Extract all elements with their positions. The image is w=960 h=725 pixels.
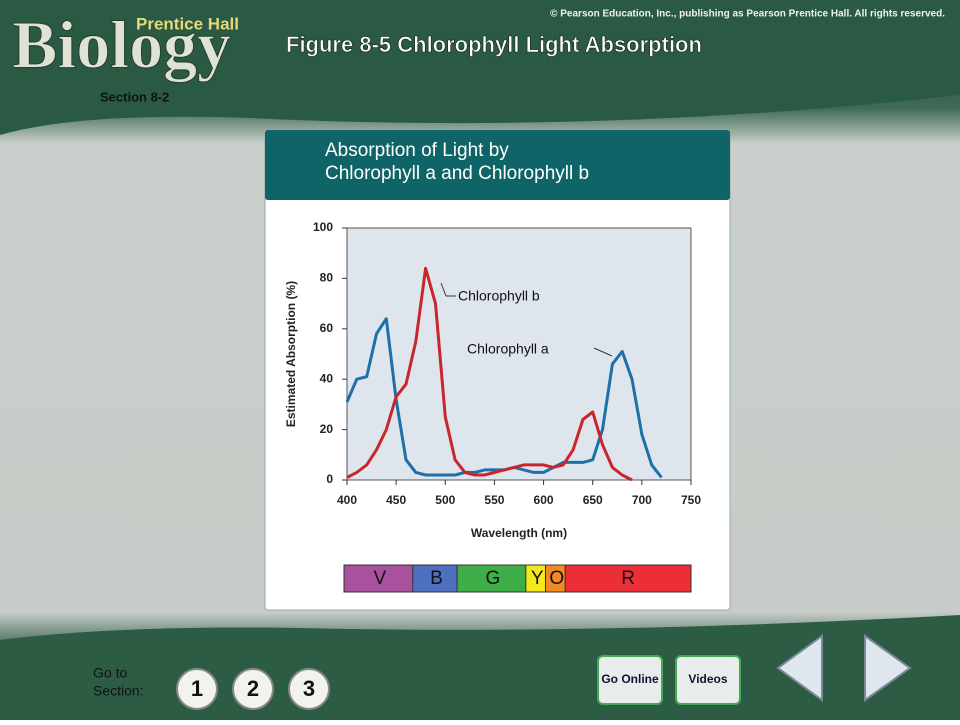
section-button[interactable] <box>288 668 330 710</box>
y-tick-label: 0 <box>326 472 333 486</box>
spectrum-label: G <box>486 568 501 589</box>
section-number[interactable]: 1 <box>191 676 203 701</box>
videos-button[interactable] <box>675 655 741 705</box>
spectrum-label: V <box>374 568 387 589</box>
section-label: Section 8-2 <box>100 89 169 104</box>
series-label: Chlorophyll a <box>467 341 549 357</box>
x-tick-label: 650 <box>583 493 603 507</box>
y-tick-label: 80 <box>320 271 334 285</box>
footer: Go to Section: Go Online Videos 1 2 3 <box>93 634 912 710</box>
plot-area <box>346 227 692 481</box>
x-axis-label: Wavelength (nm) <box>471 526 567 540</box>
y-tick-label: 60 <box>320 321 334 335</box>
y-tick-label: 20 <box>320 422 334 436</box>
spectrum-band <box>564 564 692 593</box>
figure-header <box>265 130 730 200</box>
publisher: Prentice Hall <box>136 14 239 33</box>
top-band <box>0 0 960 135</box>
x-tick-label: 750 <box>681 493 701 507</box>
online-label[interactable]: Go Online <box>601 672 659 686</box>
leader-line <box>593 347 613 357</box>
section-button[interactable] <box>232 668 274 710</box>
spectrum-label: B <box>430 568 443 589</box>
logo: Biology <box>12 7 231 83</box>
x-tick-label: 500 <box>435 493 455 507</box>
section-number[interactable]: 2 <box>247 676 259 701</box>
back-arrow[interactable] <box>776 634 823 702</box>
y-tick-label: 100 <box>313 220 333 234</box>
x-tick-label: 700 <box>632 493 652 507</box>
x-tick-label: 550 <box>484 493 504 507</box>
chart-title: Chlorophyll a and Chlorophyll b <box>325 163 589 184</box>
x-tick-label: 400 <box>337 493 357 507</box>
plot: 0 20 40 60 80 100 400 450 500 550 600 650 700 750 Wave… <box>284 220 701 593</box>
spectrum-label: O <box>549 568 564 589</box>
section-number[interactable]: 3 <box>303 676 315 701</box>
series-line <box>346 266 633 482</box>
spectrum-label: Y <box>531 568 544 589</box>
y-tick-label: 40 <box>320 371 334 385</box>
online-button[interactable] <box>597 655 663 705</box>
x-tick-label: 450 <box>386 493 406 507</box>
slide-title: Figure 8-5 Chlorophyll Light Absorption <box>286 32 702 57</box>
spectrum-band <box>412 564 461 593</box>
spectrum-label: R <box>621 568 635 589</box>
x-tick-label: 600 <box>534 493 554 507</box>
videos-label[interactable]: Videos <box>688 672 727 686</box>
goto-label: Go to <box>93 665 127 681</box>
chart-title: Absorption of Light by <box>325 140 509 161</box>
spectrum-band <box>456 564 530 593</box>
section-button[interactable] <box>176 668 218 710</box>
forward-arrow[interactable] <box>864 634 912 702</box>
copyright: © Pearson Education, Inc., publishing as… <box>550 9 945 20</box>
series-label: Chlorophyll b <box>458 288 540 304</box>
leader-line <box>440 282 447 297</box>
goto-label: Section: <box>93 683 144 699</box>
y-axis-label: Estimated Absorption (%) <box>284 281 298 427</box>
